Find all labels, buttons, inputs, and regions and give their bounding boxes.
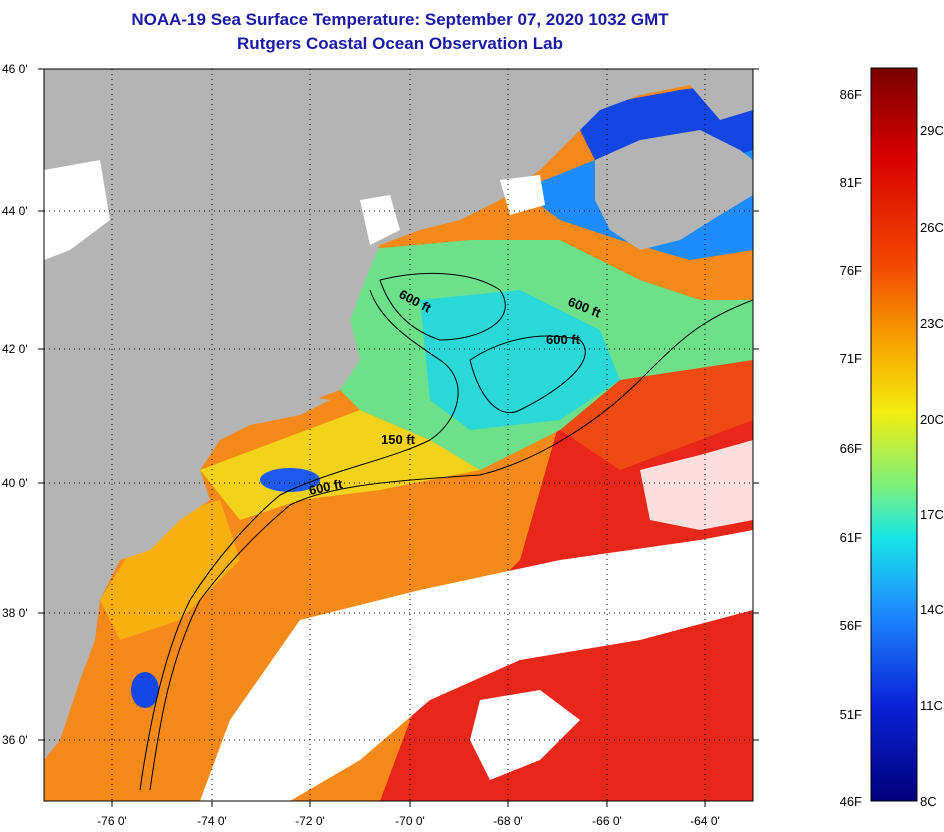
cloud-band-1 [200,530,753,801]
colorbar-f-label: 66F [840,441,862,456]
lon-tick-label: -70 0' [395,814,425,828]
tick-marks [38,68,759,807]
colorbar-c-label: 8C [920,794,937,809]
cloud-patch-6 [640,440,753,530]
georges-bank-cyan [420,290,620,430]
lon-tick-label: -68 0' [493,814,523,828]
lon-tick-label: -76 0' [97,814,127,828]
cold-patch-2 [131,672,159,708]
colorbar-f-label: 51F [840,707,862,722]
colorbar-f-label: 81F [840,175,862,190]
lat-tick-label: 36 0' [2,733,28,747]
contour-label: 600 ft [546,332,581,347]
colorbar-c-label: 20C [920,412,944,427]
map-area [44,69,753,801]
land-nova-scotia [595,130,753,250]
graticule [44,69,753,801]
map-frame [43,68,754,802]
contour-600ft-line [149,299,753,791]
cold-patch-1 [260,468,320,492]
cloud-patch-3 [360,195,400,245]
cloud-patch-5 [44,160,110,260]
lat-tick-label: 42 0' [2,342,28,356]
lon-tick-label: -72 0' [295,814,325,828]
colorbar-c-label: 23C [920,316,944,331]
contour-150ft-line [139,289,459,791]
colorbar-f-labels: 86F 81F 76F 71F 66F 61F 56F 51F 46F [840,87,862,809]
colorbar-f-label: 76F [840,263,862,278]
cloud-patch-4 [500,175,545,215]
land-long-island [210,395,330,435]
shelf-yellow [200,410,480,520]
cloud-patch-2 [470,690,580,780]
map-subtitle: Rutgers Coastal Ocean Observation Lab [237,34,563,53]
colorbar-f-label: 46F [840,794,862,809]
lon-tick-label: -66 0' [592,814,622,828]
colorbar-f-label: 56F [840,618,862,633]
map-title: NOAA-19 Sea Surface Temperature: Septemb… [131,10,669,29]
lon-tick-label: -74 0' [197,814,227,828]
colorbar-f-label: 71F [840,351,862,366]
contour-label: 150 ft [381,432,416,447]
land-mainland [44,69,753,760]
shelf-orange [100,500,240,640]
colorbar-c-labels: 29C 26C 23C 20C 17C 14C 11C 8C [920,123,944,809]
contour-georges-bank [469,335,586,413]
colorbar-c-label: 11C [920,698,943,713]
lat-tick-label: 44 0' [2,204,28,218]
lat-tick-label: 46 0' [2,62,28,76]
colorbar-c-label: 29C [920,123,944,138]
lat-tick-label: 40 0' [2,476,28,490]
colorbar [870,67,918,802]
contour-label: 600 ft [308,476,345,498]
lon-tick-label: -64 0' [690,814,720,828]
colorbar-c-label: 14C [920,602,944,617]
colorbar-c-label: 17C [920,507,944,522]
colorbar-f-label: 61F [840,530,862,545]
colorbar-c-label: 26C [920,220,944,235]
colorbar-f-label: 86F [840,87,862,102]
contour-gulf-basin [379,272,506,341]
lat-tick-label: 38 0' [2,606,28,620]
